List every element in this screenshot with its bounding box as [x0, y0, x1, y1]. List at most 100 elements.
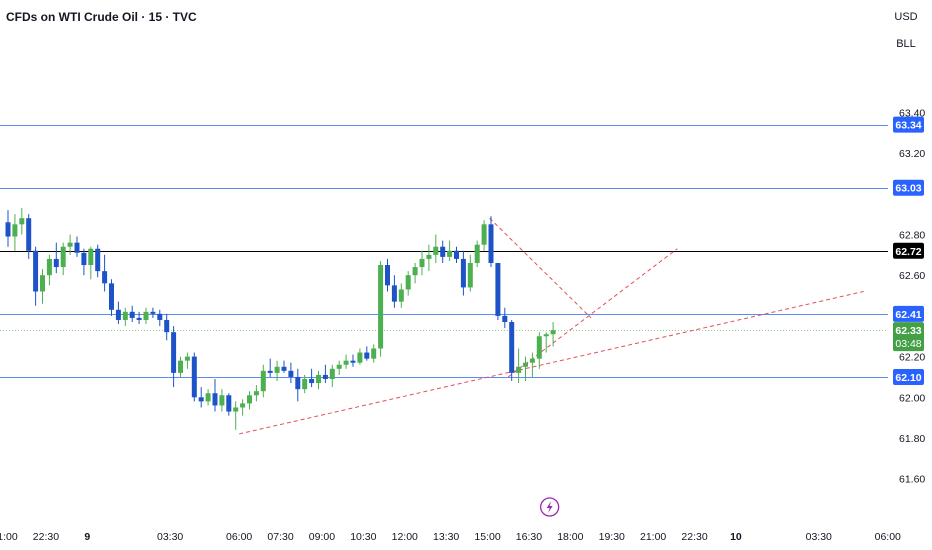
candle-body	[109, 283, 114, 310]
candle-body	[529, 358, 535, 363]
lightning-icon[interactable]	[540, 497, 560, 517]
candle	[509, 319, 515, 382]
candle-body	[322, 374, 328, 379]
candle-body	[53, 258, 59, 268]
time-tick-label: 06:00	[875, 531, 901, 543]
candle-body	[95, 248, 101, 272]
candle	[543, 332, 549, 353]
candle-body	[102, 271, 108, 284]
unit-selector[interactable]: BLL	[896, 38, 916, 50]
price-tag-63-03: 63.03	[893, 179, 924, 196]
time-tick-label: 15:00	[474, 531, 500, 543]
candle-body	[495, 262, 501, 316]
candle-body	[309, 378, 315, 384]
candle-body	[5, 222, 11, 237]
candle-body	[481, 224, 487, 245]
time-tick-label: 19:30	[599, 531, 625, 543]
price-tag-62-10-bg	[893, 368, 924, 385]
candle	[281, 360, 287, 373]
candle	[412, 262, 418, 284]
candle-body	[295, 376, 301, 390]
candle-body	[543, 334, 549, 337]
candle-body	[509, 322, 515, 373]
price-tag-62-72-text: 62.72	[895, 246, 921, 258]
candle-body	[536, 336, 542, 359]
candle	[467, 254, 473, 292]
candle-body	[516, 366, 522, 373]
currency-selector[interactable]: USD	[894, 11, 918, 23]
candle	[274, 360, 280, 382]
candle	[136, 311, 142, 325]
candle-body	[164, 319, 170, 333]
candle	[433, 234, 439, 263]
candle	[371, 344, 377, 363]
time-tick-label: 12:00	[392, 531, 418, 543]
candle	[523, 356, 528, 382]
candle	[184, 352, 190, 369]
trendlines	[239, 217, 864, 435]
current-price-value: 62.33	[895, 325, 921, 337]
candle-body	[184, 356, 190, 361]
price-axis[interactable]: 63.40 63.20 62.80 62.60 62.20 62.00 61.80 61.60	[899, 107, 925, 485]
candle-body	[550, 330, 556, 335]
candle-body	[336, 364, 342, 369]
candle	[385, 258, 390, 292]
candle-body	[343, 360, 349, 365]
candle	[102, 254, 108, 292]
price-tag-62-72-bg	[893, 242, 924, 259]
price-tick-label: 61.80	[899, 433, 925, 445]
price-tick-label: 63.20	[899, 148, 925, 160]
candle	[219, 389, 225, 412]
candle-body	[150, 311, 156, 314]
lightning-icon-bolt	[546, 501, 553, 513]
candle	[240, 399, 246, 416]
time-tick-label: 07:30	[267, 531, 293, 543]
candle	[447, 240, 453, 261]
candle	[95, 244, 101, 278]
price-tag-62-10: 62.10	[893, 368, 924, 385]
candle	[205, 389, 211, 406]
time-tick-label: 21:00	[0, 531, 18, 543]
candle	[109, 279, 114, 316]
candle	[19, 208, 25, 235]
time-axis[interactable]: 21:00 22:30 9 03:30 06:00 07:30 09:00 10:30 12:0…	[0, 531, 901, 543]
candle	[398, 283, 404, 308]
candle-body	[419, 258, 425, 268]
candle	[391, 275, 397, 308]
candle-body	[136, 317, 142, 320]
candle	[502, 307, 508, 329]
candle-body	[426, 254, 432, 259]
candle-body	[398, 289, 404, 302]
time-tick-label: 21:00	[640, 531, 666, 543]
candle	[550, 322, 556, 347]
candle-body	[198, 397, 204, 402]
event-marker[interactable]	[540, 497, 560, 517]
horizontal-levels	[0, 125, 888, 378]
candle-body	[467, 262, 473, 288]
candle	[378, 260, 384, 357]
candle	[40, 269, 45, 304]
candle-body	[447, 250, 453, 257]
candle	[191, 352, 197, 402]
candle-body	[378, 265, 384, 349]
candle	[357, 348, 363, 365]
candle	[529, 352, 535, 377]
candle-body	[350, 360, 356, 363]
candle-body	[178, 360, 183, 373]
chart-title: CFDs on WTI Crude Oil · 15 · TVC	[6, 10, 197, 24]
candle	[143, 307, 149, 325]
time-tick-label: 10:30	[350, 531, 376, 543]
price-tag-63-03-text: 63.03	[895, 183, 921, 195]
candle-body	[226, 395, 232, 412]
candle-body	[129, 311, 135, 318]
candle	[12, 214, 18, 251]
candle-body	[274, 366, 280, 373]
time-tick-label: 09:00	[309, 531, 335, 543]
price-tick-label: 61.60	[899, 474, 925, 486]
candle-body	[19, 218, 25, 225]
candle	[178, 356, 183, 377]
candle-body	[460, 258, 466, 288]
time-tick-label: 13:30	[433, 531, 459, 543]
